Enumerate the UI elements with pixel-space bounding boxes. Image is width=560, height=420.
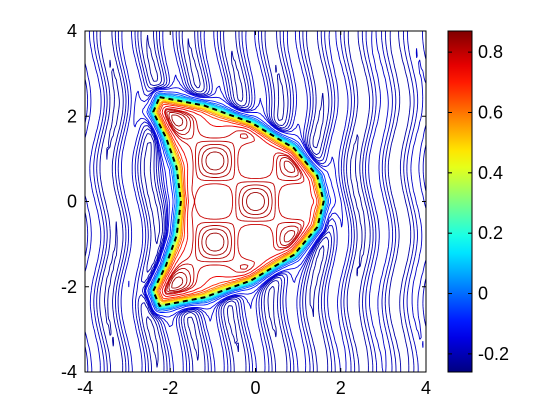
contour-level — [166, 110, 299, 293]
colorbar-tick-label: 0.2 — [478, 223, 503, 243]
y-axis: -4 -2 0 2 4 — [61, 21, 426, 382]
contour-level — [128, 74, 343, 328]
colorbar: -0.2 0 0.2 0.4 0.6 0.8 — [447, 30, 509, 373]
colorbar-tick-label: 0.8 — [478, 42, 503, 62]
y-tick-label: 2 — [67, 106, 77, 126]
colorbar-gradient — [447, 30, 473, 373]
contour-level — [96, 31, 415, 372]
contour-level — [149, 93, 328, 311]
contour-level — [168, 111, 296, 292]
contour-level — [146, 90, 332, 313]
contour-level — [99, 31, 412, 372]
contour-level — [155, 100, 322, 303]
contour-level — [158, 102, 319, 301]
boundary-dashed-line — [152, 95, 325, 308]
contour-level — [142, 87, 337, 318]
y-tick-label: -2 — [61, 277, 77, 297]
boundary-curve — [152, 95, 325, 308]
contour-level — [155, 99, 323, 304]
contour-level — [151, 95, 326, 309]
y-tick-label: 0 — [67, 192, 77, 212]
colorbar-tick-label: 0.6 — [478, 102, 503, 122]
contour-level — [159, 104, 318, 299]
contour-level — [150, 94, 327, 310]
contour-level — [163, 108, 305, 295]
contour-level — [85, 31, 426, 372]
x-tick-label: 4 — [421, 378, 431, 398]
colorbar-tick-label: 0 — [478, 284, 488, 304]
contour-level — [164, 109, 302, 294]
colorbar-ticks: -0.2 0 0.2 0.4 0.6 0.8 — [448, 42, 509, 364]
contour-level — [148, 92, 329, 312]
contour-level — [104, 35, 366, 368]
x-axis: -4 -2 0 2 4 — [77, 31, 431, 398]
x-tick-label: -4 — [77, 378, 93, 398]
contour-level — [171, 114, 265, 289]
x-tick-label: 2 — [336, 378, 346, 398]
x-tick-label: 0 — [250, 378, 260, 398]
plot-area: -4 -2 0 2 4 -4 -2 0 2 4 — [61, 21, 431, 398]
contour-level — [161, 105, 314, 298]
colorbar-tick-label: 0.4 — [478, 163, 503, 183]
contour-level — [156, 101, 321, 302]
y-tick-label: -4 — [61, 362, 77, 382]
colorbar-tick-label: -0.2 — [478, 344, 509, 364]
contour-level — [85, 31, 426, 372]
contour-lines — [85, 31, 426, 372]
y-tick-label: 4 — [67, 21, 77, 41]
x-tick-label: -2 — [162, 378, 178, 398]
